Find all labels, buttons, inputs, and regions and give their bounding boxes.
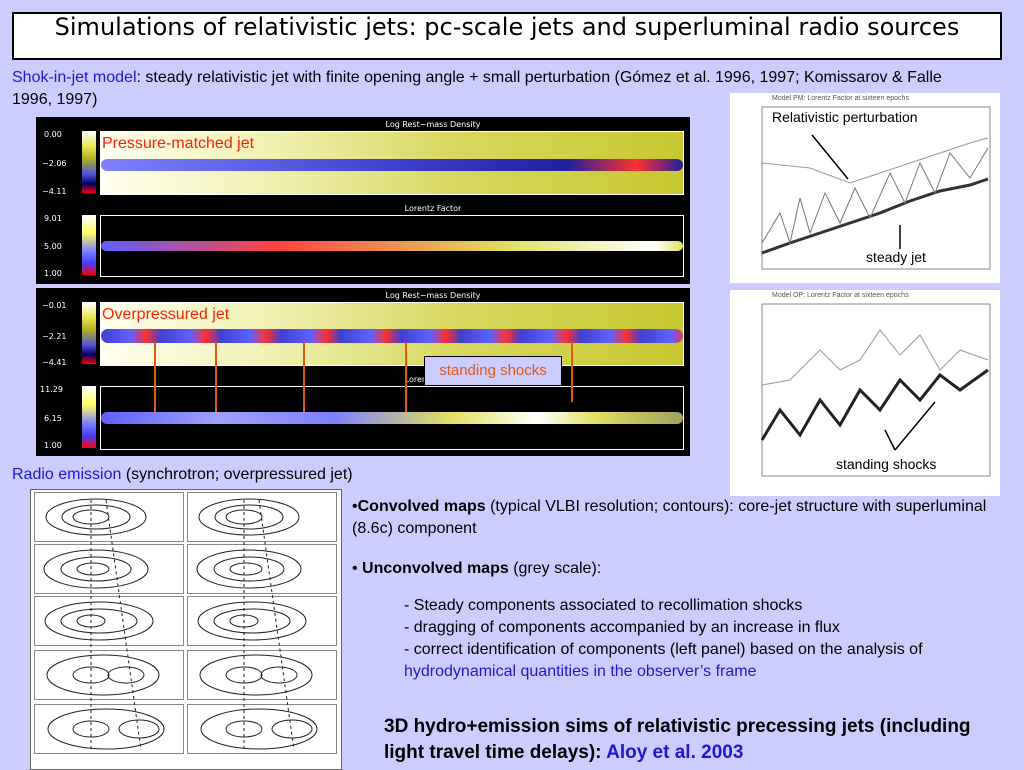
radio-rest: (synchrotron; overpressured jet) bbox=[121, 466, 353, 483]
detail-item: - dragging of components accompanied by … bbox=[404, 619, 840, 636]
radio-lead: Radio emission bbox=[12, 466, 122, 483]
contour-lines-svg bbox=[43, 498, 318, 751]
detail-item-blue: hydrodynamical quantities in the observe… bbox=[404, 663, 757, 680]
lorentz-map-bottom bbox=[100, 386, 684, 450]
footer-note: 3D hydro+emission sims of relativistic p… bbox=[384, 714, 1004, 766]
density-tick: −2.21 bbox=[42, 332, 67, 341]
bullet-convolved: •Convolved maps (typical VLBI resolution… bbox=[352, 498, 987, 537]
plot-title: Model PM: Lorentz Factor at sixteen epoc… bbox=[772, 95, 909, 102]
detail-list: - Steady components associated to recoll… bbox=[404, 595, 1004, 683]
lorentz-map-top bbox=[100, 215, 684, 277]
footer-main: 3D hydro+emission sims of relativistic p… bbox=[384, 716, 971, 763]
lorentz-tick: 9.01 bbox=[44, 214, 62, 223]
density-map-bottom bbox=[100, 302, 684, 366]
standing-shocks-box: standing shocks bbox=[424, 356, 562, 386]
density-tick: −0.01 bbox=[42, 301, 67, 310]
lorentz-plot-op: Model OP: Lorentz Factor at sixteen epoc… bbox=[730, 290, 1000, 496]
contour-map bbox=[187, 596, 337, 646]
bullet-unconvolved-rest: (grey scale): bbox=[508, 560, 602, 577]
shock-arrow bbox=[154, 342, 156, 412]
shock-arrow bbox=[215, 342, 217, 412]
lorentz-plot-pm-svg bbox=[761, 106, 991, 270]
lorentz-tick: 1.00 bbox=[44, 441, 62, 450]
density-tick: −2.06 bbox=[42, 159, 67, 168]
intro-text: Shok-in-jet model: steady relativistic j… bbox=[12, 67, 972, 111]
lorentz-plot-op-svg bbox=[760, 303, 991, 477]
standing-shocks-plot-label: standing shocks bbox=[836, 456, 937, 472]
lorentz-tick: 11.29 bbox=[40, 385, 63, 394]
lorentz-tick: 1.00 bbox=[44, 269, 62, 278]
bullet-unconvolved: • Unconvolved maps (grey scale): bbox=[352, 560, 602, 577]
steady-jet-label: steady jet bbox=[866, 249, 926, 265]
lorentz-tick: 5.00 bbox=[44, 242, 62, 251]
shock-arrow bbox=[405, 342, 407, 412]
footer-citation: Aloy et al. 2003 bbox=[606, 742, 744, 763]
detail-item: - Steady components associated to recoll… bbox=[404, 597, 803, 614]
density-map-top bbox=[100, 131, 684, 195]
contour-maps-grid bbox=[30, 489, 342, 770]
overpressured-label: Overpressured jet bbox=[102, 306, 230, 323]
radio-heading: Radio emission (synchrotron; overpressur… bbox=[12, 464, 353, 486]
density-colorbar bbox=[82, 302, 96, 364]
density-colorbar bbox=[82, 131, 96, 193]
density-tick: 0.00 bbox=[44, 130, 62, 139]
lorentz-title: Lorentz Factor bbox=[404, 375, 462, 384]
detail-item: - correct identification of components (… bbox=[404, 641, 923, 680]
lorentz-colorbar bbox=[82, 215, 96, 275]
bullet-convolved-bold: Convolved maps bbox=[357, 498, 486, 515]
contour-map bbox=[34, 596, 184, 646]
sim-panel-top: 0.00 −2.06 −4.11 Log Rest−mass Density 9… bbox=[36, 117, 690, 284]
intro-rest: : steady relativistic jet with finite op… bbox=[12, 69, 942, 108]
density-title: Log Rest−mass Density bbox=[385, 291, 481, 300]
intro-lead: Shok-in-jet model bbox=[12, 69, 137, 86]
relativistic-perturbation-label: Relativistic perturbation bbox=[772, 109, 918, 125]
contour-map bbox=[34, 544, 184, 594]
plot-title: Model OP: Lorentz Factor at sixteen epoc… bbox=[772, 292, 909, 299]
density-tick: −4.41 bbox=[42, 358, 67, 367]
lorentz-tick: 6.15 bbox=[44, 414, 62, 423]
density-tick: −4.11 bbox=[42, 187, 67, 196]
density-title: Log Rest−mass Density bbox=[385, 120, 481, 129]
bullet-unconvolved-bold: Unconvolved maps bbox=[362, 560, 509, 577]
shock-arrow bbox=[303, 342, 305, 412]
bullet-convolved-rest: (typical VLBI resolution; contours): cor… bbox=[352, 498, 987, 537]
lorentz-title: Lorentz Factor bbox=[404, 204, 462, 213]
shock-arrow bbox=[571, 342, 573, 402]
slide-title: Simulations of relativistic jets: pc-sca… bbox=[54, 13, 960, 41]
slide-title-box: Simulations of relativistic jets: pc-sca… bbox=[12, 12, 1002, 60]
pressure-matched-label: Pressure-matched jet bbox=[102, 135, 255, 152]
lorentz-plot-pm: Model PM: Lorentz Factor at sixteen epoc… bbox=[730, 93, 1000, 283]
lorentz-colorbar bbox=[82, 386, 96, 448]
sim-panel-bottom: −0.01 −2.21 −4.41 Log Rest−mass Density … bbox=[36, 288, 690, 456]
